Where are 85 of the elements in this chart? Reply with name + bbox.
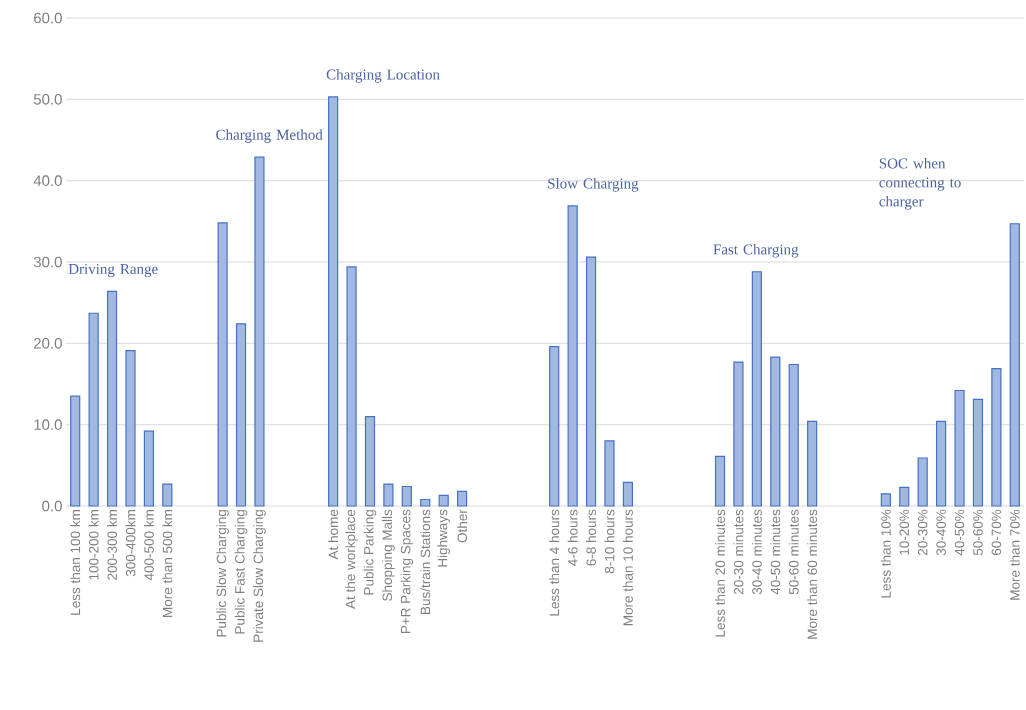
bar: [954, 389, 965, 507]
x-tick-label: 60-70%: [991, 509, 1002, 556]
bar: [70, 395, 81, 507]
bar: [604, 440, 615, 507]
bar: [1009, 223, 1020, 507]
y-tick-label: 50.0: [33, 94, 62, 105]
bar: [364, 415, 376, 507]
x-tick-label: More than 10 hours: [622, 509, 633, 626]
x-tick-label: 8-10 hours: [604, 509, 615, 574]
bar: [106, 290, 118, 507]
y-tick-label: 10.0: [34, 419, 62, 430]
y-tick-label: 60.0: [34, 12, 62, 24]
y-tick-label: 30.0: [33, 256, 62, 268]
x-tick-label: Other: [457, 509, 468, 543]
y-tick-label: 0.0: [42, 500, 62, 512]
x-tick-label: 30-40 minutes: [751, 509, 762, 595]
bar: [438, 494, 449, 507]
bar: [880, 493, 891, 507]
annotation: Charging Method: [216, 129, 323, 143]
bar: [401, 485, 412, 507]
bar: [217, 222, 228, 507]
x-tick-label: Public Slow Charging: [216, 510, 229, 637]
bar: [143, 430, 154, 507]
annotation: SOC when connecting to charger: [879, 157, 961, 210]
bar: [235, 323, 247, 507]
bar: [899, 486, 910, 507]
x-tick-label: 300-400km: [125, 510, 136, 577]
x-tick-label: Public Fast Charging: [234, 510, 248, 634]
x-tick-label: Private Slow Charging: [253, 510, 266, 642]
x-tick-label: 40-50 minutes: [770, 509, 781, 595]
bar: [254, 156, 265, 507]
bar: [770, 356, 781, 507]
bar: [567, 205, 578, 507]
bar: [549, 345, 560, 507]
y-tick-label: 40.0: [33, 175, 62, 186]
x-tick-label: 20-30%: [917, 509, 928, 556]
annotation: Slow Charging: [548, 178, 639, 192]
annotation: Driving Range: [68, 263, 158, 278]
bar: [991, 367, 1002, 507]
x-tick-label: More than 70%: [1009, 509, 1020, 600]
y-tick-label: 20.0: [34, 338, 62, 349]
annotation: Charging Location: [326, 69, 440, 83]
bar: [88, 312, 99, 507]
bar: [328, 96, 339, 507]
annotation: Fast Charging: [713, 243, 799, 258]
x-tick-label: Shopping Malls: [382, 509, 395, 601]
bar: [346, 266, 357, 507]
x-tick-label: 20-30 minutes: [733, 509, 744, 595]
x-tick-label: 400-500 km: [143, 510, 154, 581]
x-tick-label: Less than 4 hours: [549, 509, 560, 616]
x-tick-label: Less than 100 km: [70, 510, 81, 615]
bar: [972, 398, 984, 507]
x-tick-label: 30-40%: [936, 509, 946, 556]
x-tick-label: More than 500 km: [162, 510, 173, 617]
bar: [714, 455, 726, 507]
x-tick-label: 6-8 hours: [586, 509, 597, 566]
bar: [622, 481, 634, 507]
bar: [585, 256, 597, 507]
x-tick-label: More than 60 minutes: [807, 509, 818, 639]
x-tick-label: Less than 20 minutes: [715, 509, 725, 637]
bar: [807, 420, 818, 507]
x-tick-label: Less than 10%: [880, 509, 891, 598]
bar: [162, 483, 173, 507]
bar: [457, 490, 468, 507]
x-tick-label: 40-50%: [954, 509, 965, 556]
x-tick-label: 10-20%: [899, 509, 910, 555]
bar: [917, 457, 928, 507]
x-tick-label: At the workplace: [345, 509, 358, 609]
x-tick-label: 50-60 minutes: [788, 509, 799, 595]
bar: [733, 361, 744, 507]
bar: [420, 498, 431, 507]
x-tick-label: Public Parking: [363, 510, 377, 595]
x-tick-label: 100-200 km: [88, 510, 99, 580]
x-tick-label: Bus/train Stations: [420, 509, 431, 614]
x-tick-label: Highways: [437, 509, 450, 567]
x-tick-label: 50-60%: [973, 509, 983, 556]
bar: [788, 363, 799, 507]
bar: [936, 420, 947, 507]
x-tick-label: P+R Parking Spaces: [400, 509, 414, 634]
x-tick-label: At home: [328, 509, 339, 560]
bar: [383, 483, 394, 507]
bar: [751, 271, 762, 507]
x-tick-label: 200-300 km: [107, 510, 118, 580]
bar: [125, 350, 136, 507]
x-tick-label: 4-6 hours: [567, 509, 578, 566]
